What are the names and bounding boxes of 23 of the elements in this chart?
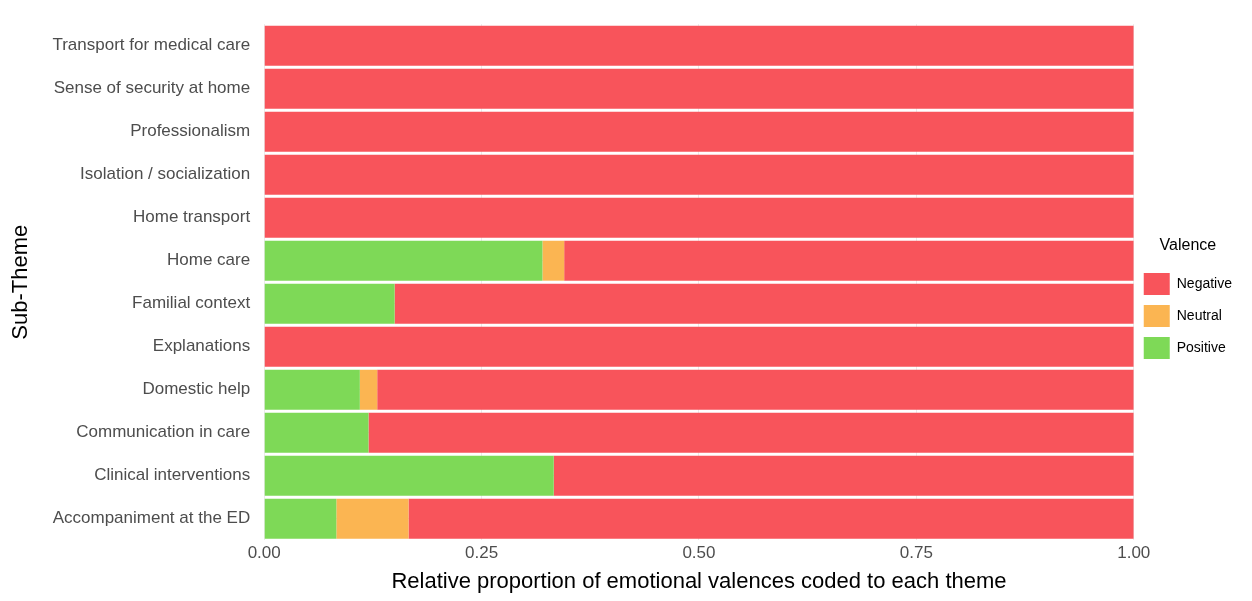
x-tick-label: 0.00 xyxy=(247,543,281,563)
legend-title: Valence xyxy=(1159,236,1217,254)
y-tick-label: Isolation / socialization xyxy=(80,164,251,184)
legend-label: Positive xyxy=(1176,338,1226,355)
y-tick-label: Home care xyxy=(167,250,251,270)
y-tick-label: Clinical interventions xyxy=(94,465,251,485)
y-tick-label: Explanations xyxy=(152,336,251,356)
y-tick-label: Accompaniment at the ED xyxy=(52,508,251,528)
y-tick-label: Domestic help xyxy=(142,379,251,399)
y-tick-label: Familial context xyxy=(132,293,251,313)
x-tick-label: 0.50 xyxy=(682,543,716,563)
y-tick-label: Transport for medical care xyxy=(52,35,251,55)
y-tick-label: Sense of security at home xyxy=(53,78,251,98)
x-tick-label: 0.75 xyxy=(899,543,933,563)
x-tick-label: 1.00 xyxy=(1117,543,1151,563)
x-axis-title: Relative proportion of emotional valences coded to each theme xyxy=(391,567,1007,593)
y-tick-label: Professionalism xyxy=(130,121,251,141)
y-tick-label: Home transport xyxy=(133,207,251,227)
x-tick-label: 0.25 xyxy=(465,543,499,563)
legend-label: Negative xyxy=(1176,274,1233,291)
legend-label: Neutral xyxy=(1176,306,1222,323)
y-axis-title: Sub-Theme xyxy=(7,224,33,340)
y-tick-label: Communication in care xyxy=(76,422,251,442)
